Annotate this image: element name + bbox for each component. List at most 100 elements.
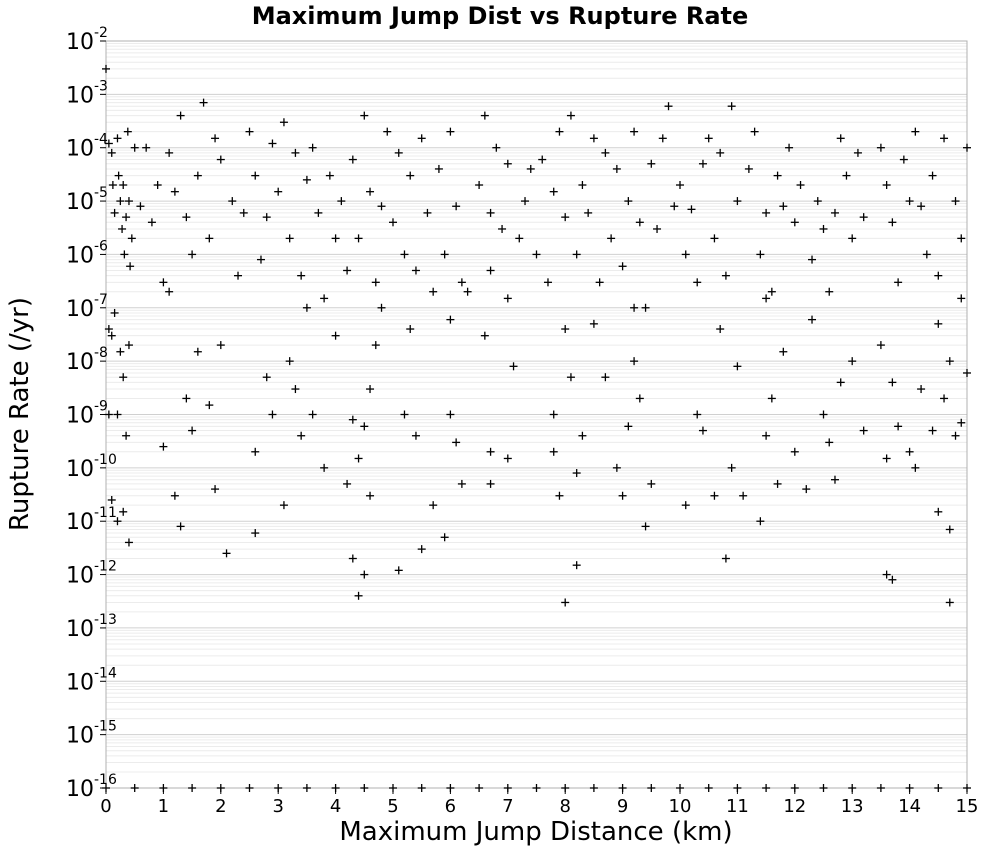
data-point: [762, 784, 771, 792]
data-point: [744, 164, 753, 173]
data-point: [934, 507, 943, 516]
x-tick-label: 5: [387, 796, 398, 817]
data-point: [348, 415, 357, 424]
chart-title: Maximum Jump Dist vs Rupture Rate: [252, 2, 749, 30]
data-point: [216, 155, 225, 164]
data-point: [423, 208, 432, 217]
y-tick-label: 10-9: [66, 399, 108, 429]
data-point: [773, 479, 782, 488]
data-point: [624, 197, 633, 206]
data-point: [630, 303, 639, 312]
y-tick-label: 10-14: [66, 665, 117, 695]
data-point: [624, 422, 633, 431]
data-point: [123, 127, 132, 136]
data-point: [945, 525, 954, 534]
data-point: [102, 64, 110, 73]
data-point: [762, 431, 771, 440]
data-point: [836, 134, 845, 143]
data-point: [211, 134, 220, 143]
data-point: [630, 127, 639, 136]
data-point: [607, 234, 616, 243]
data-point: [727, 463, 736, 472]
data-point: [842, 171, 851, 180]
data-point: [320, 294, 329, 303]
data-point: [888, 218, 897, 227]
data-point: [819, 224, 828, 233]
data-point: [733, 362, 742, 371]
data-point: [653, 224, 662, 233]
grid-lines: [106, 42, 967, 789]
y-tick-label: 10-2: [66, 25, 108, 55]
data-point: [664, 102, 673, 111]
data-point: [130, 143, 139, 152]
data-point: [721, 554, 730, 563]
data-point: [118, 224, 127, 233]
data-point: [796, 181, 805, 190]
y-tick-label: 10-10: [66, 452, 117, 482]
data-point: [940, 134, 949, 143]
data-point: [400, 250, 409, 259]
data-point: [848, 357, 857, 366]
data-point: [589, 784, 598, 792]
data-point: [876, 143, 885, 152]
data-point: [394, 148, 403, 157]
data-point: [704, 784, 713, 792]
data-point: [107, 495, 116, 504]
data-point: [452, 438, 461, 447]
data-point: [104, 139, 113, 148]
data-point: [698, 159, 707, 168]
data-point: [716, 325, 725, 334]
x-tick-label: 3: [272, 796, 283, 817]
data-point: [503, 454, 512, 463]
data-point: [894, 422, 903, 431]
data-point: [343, 266, 352, 275]
data-point: [934, 784, 943, 792]
data-point: [681, 501, 690, 510]
data-point: [239, 208, 248, 217]
data-point: [762, 294, 771, 303]
data-point: [911, 127, 920, 136]
data-point: [928, 171, 937, 180]
data-point: [211, 485, 220, 494]
data-point: [475, 181, 484, 190]
x-tick-label: 4: [330, 796, 341, 817]
data-points: [102, 64, 971, 792]
data-point: [371, 341, 380, 350]
data-point: [813, 197, 822, 206]
data-point: [120, 250, 129, 259]
data-point: [205, 401, 214, 410]
data-point: [698, 426, 707, 435]
data-point: [360, 784, 369, 792]
data-point: [767, 394, 776, 403]
data-point: [802, 485, 811, 494]
data-point: [704, 134, 713, 143]
data-point: [670, 202, 679, 211]
data-point: [222, 549, 231, 558]
data-point: [917, 385, 926, 394]
data-point: [279, 118, 288, 127]
data-point: [578, 181, 587, 190]
data-point: [124, 197, 133, 206]
data-point: [790, 447, 799, 456]
data-point: [549, 447, 558, 456]
data-point: [894, 278, 903, 287]
data-point: [153, 181, 162, 190]
data-point: [578, 431, 587, 440]
data-point: [113, 410, 122, 419]
y-tick-label: 10-8: [66, 345, 108, 375]
data-point: [188, 426, 197, 435]
data-point: [555, 491, 564, 500]
data-point: [127, 234, 136, 243]
data-point: [308, 410, 317, 419]
data-point: [182, 213, 191, 222]
data-point: [561, 213, 570, 222]
data-point: [159, 278, 168, 287]
data-point: [452, 202, 461, 211]
data-point: [463, 287, 472, 296]
data-point: [779, 202, 788, 211]
data-point: [641, 303, 650, 312]
data-point: [532, 784, 541, 792]
data-point: [509, 362, 518, 371]
data-point: [440, 250, 449, 259]
